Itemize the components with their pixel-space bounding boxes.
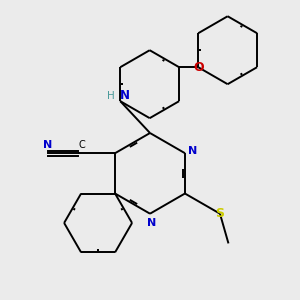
Text: S: S <box>215 207 224 220</box>
Text: H: H <box>107 91 115 101</box>
Text: N: N <box>43 140 52 150</box>
Text: O: O <box>193 61 203 74</box>
Text: C: C <box>79 140 86 150</box>
Text: N: N <box>148 218 157 228</box>
Text: N: N <box>188 146 197 156</box>
Text: N: N <box>119 89 130 102</box>
